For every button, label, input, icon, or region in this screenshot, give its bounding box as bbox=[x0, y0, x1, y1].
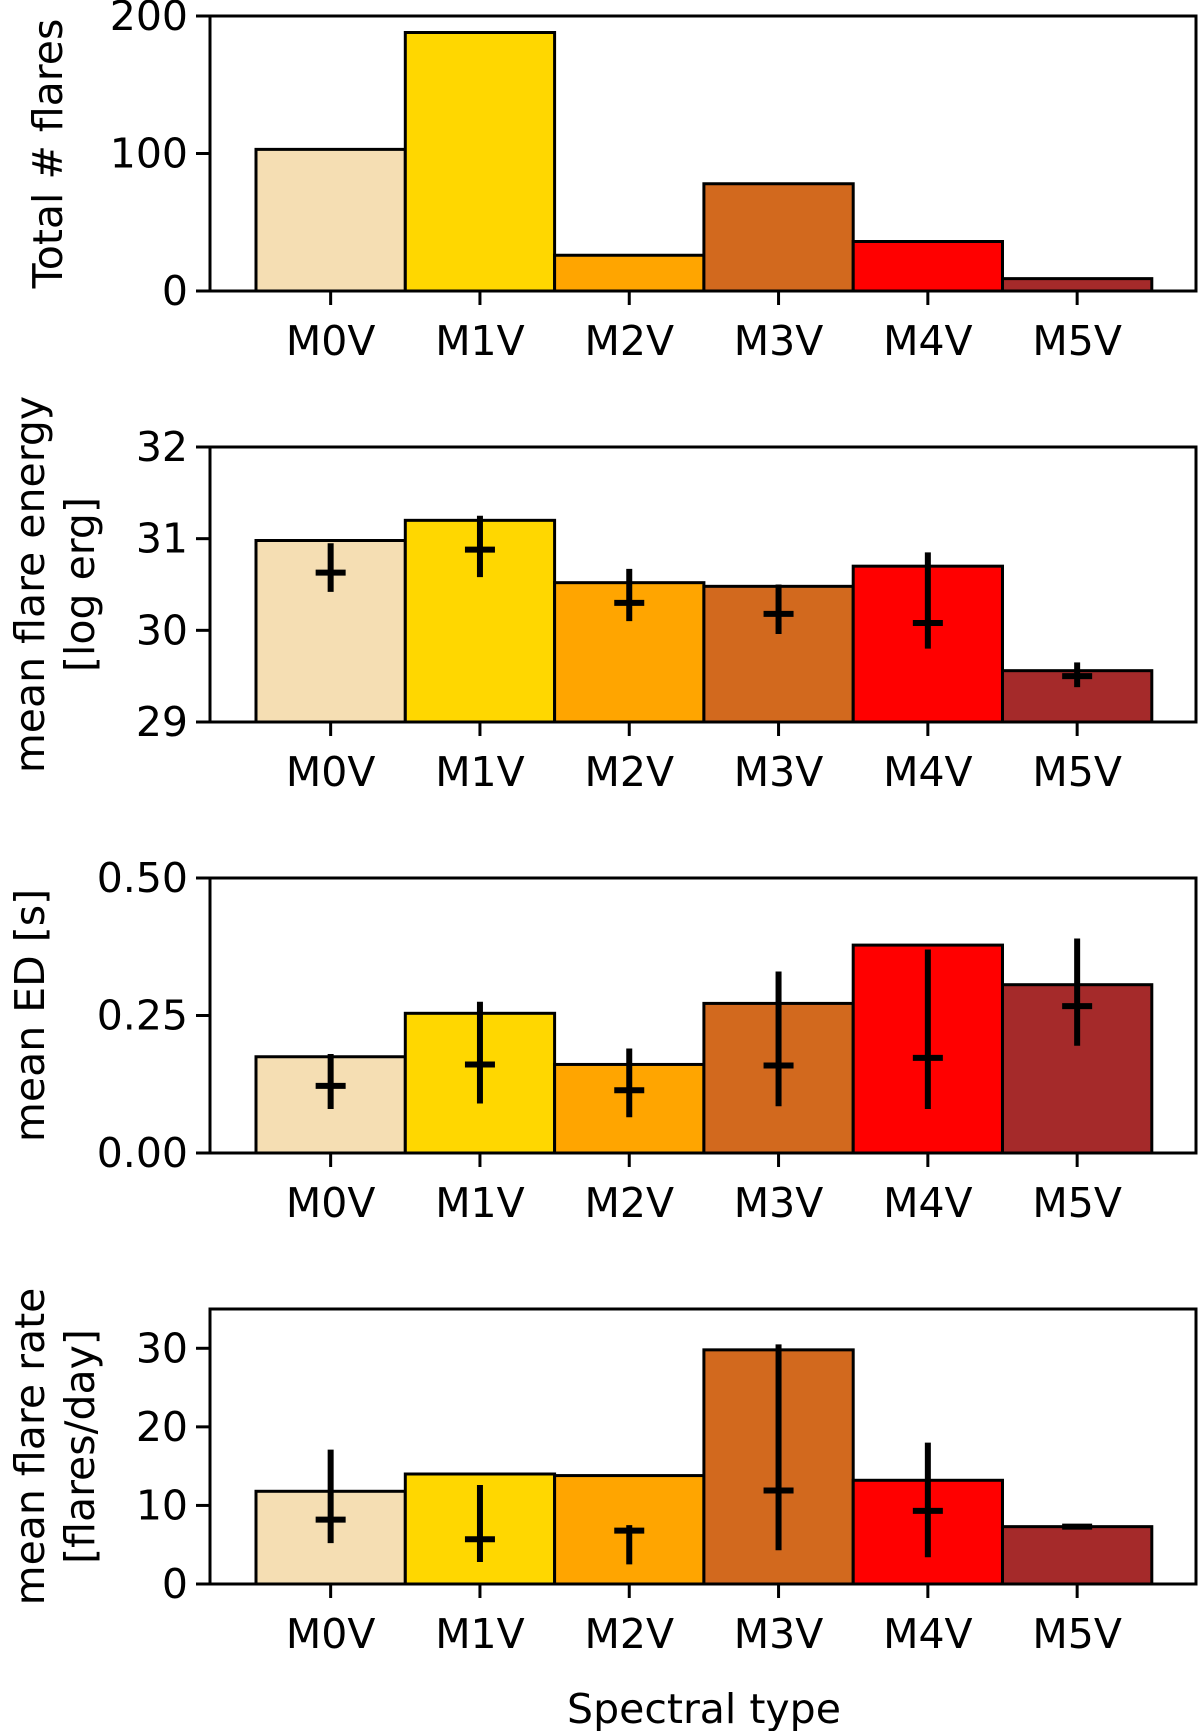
bar-m4v bbox=[851, 240, 1005, 293]
y-tick-label: 29 bbox=[136, 698, 188, 746]
y-axis-label: Total # flares bbox=[24, 19, 72, 290]
y-tick-label: 0 bbox=[162, 267, 188, 315]
y-tick-label: 31 bbox=[136, 515, 188, 563]
y-tick-label: 20 bbox=[136, 1403, 188, 1451]
x-tick-label: M5V bbox=[1032, 1179, 1122, 1227]
x-tick-label: M0V bbox=[286, 317, 376, 365]
x-tick-label: M1V bbox=[435, 1179, 525, 1227]
bar-m0v bbox=[254, 147, 407, 293]
y-axis-label: mean flare rate bbox=[6, 1288, 54, 1606]
x-tick-label: M2V bbox=[584, 748, 674, 796]
x-tick-label: M5V bbox=[1032, 317, 1122, 365]
bar-m2v bbox=[553, 253, 706, 293]
panel-mean-flare-rate: 0 10 20 30 M0V M1V M2V M3V M4V M5V mean flare rate… bbox=[6, 1288, 1198, 1658]
x-tick-label: M4V bbox=[883, 748, 973, 796]
x-tick-label: M1V bbox=[435, 317, 525, 365]
x-tick-label: M1V bbox=[435, 748, 525, 796]
x-tick-label: M3V bbox=[734, 1179, 824, 1227]
x-tick-label: M3V bbox=[734, 1610, 824, 1658]
y-tick-label: 30 bbox=[136, 606, 188, 654]
y-tick-label: 200 bbox=[110, 0, 188, 40]
x-tick-label: M4V bbox=[883, 317, 973, 365]
x-tick-label: M4V bbox=[883, 1179, 973, 1227]
plot-frame bbox=[208, 1307, 1198, 1586]
x-tick-label: M2V bbox=[584, 1179, 674, 1227]
y-tick-label: 10 bbox=[136, 1481, 188, 1529]
bar-m3v bbox=[702, 182, 855, 293]
y-axis-label: [log erg] bbox=[56, 497, 104, 672]
x-tick-label: M0V bbox=[286, 748, 376, 796]
panel-total-flares: 0 100 200 M0V M1V M2V M3V M4V M5V Total # flares bbox=[24, 0, 1198, 365]
x-tick-label: M5V bbox=[1032, 748, 1122, 796]
x-axis-label: Spectral type bbox=[567, 1685, 841, 1731]
y-tick-label: 100 bbox=[110, 130, 188, 178]
x-tick-label: M0V bbox=[286, 1610, 376, 1658]
bar-m5v bbox=[1001, 1525, 1154, 1586]
y-tick-label: 0.00 bbox=[97, 1129, 188, 1177]
x-tick-label: M3V bbox=[734, 748, 824, 796]
x-tick-label: M2V bbox=[584, 1610, 674, 1658]
y-axis-label: mean flare energy bbox=[6, 396, 54, 773]
x-tick-label: M3V bbox=[734, 317, 824, 365]
y-axis-label: mean ED [s] bbox=[6, 889, 54, 1142]
y-tick-label: 0.25 bbox=[97, 992, 188, 1040]
x-tick-label: M2V bbox=[584, 317, 674, 365]
y-axis-label: [flares/day] bbox=[56, 1329, 104, 1564]
x-tick-label: M5V bbox=[1032, 1610, 1122, 1658]
bar-m5v bbox=[1001, 277, 1154, 293]
x-tick-label: M1V bbox=[435, 1610, 525, 1658]
y-tick-label: 0 bbox=[162, 1560, 188, 1608]
x-tick-label: M0V bbox=[286, 1179, 376, 1227]
panel-mean-flare-energy: 29 30 31 32 M0V M1V M2V M3V M4V M5V mean flare ene… bbox=[6, 396, 1198, 796]
y-tick-label: 32 bbox=[136, 423, 188, 471]
plot-frame bbox=[208, 445, 1198, 724]
y-tick-label: 0.50 bbox=[97, 854, 188, 902]
bar-m1v bbox=[403, 31, 557, 293]
y-tick-label: 30 bbox=[136, 1324, 188, 1372]
x-tick-label: M4V bbox=[883, 1610, 973, 1658]
panel-mean-ed: 0.00 0.25 0.50 M0V M1V M2V M3V M4V M5V mean ED [s… bbox=[6, 854, 1198, 1227]
